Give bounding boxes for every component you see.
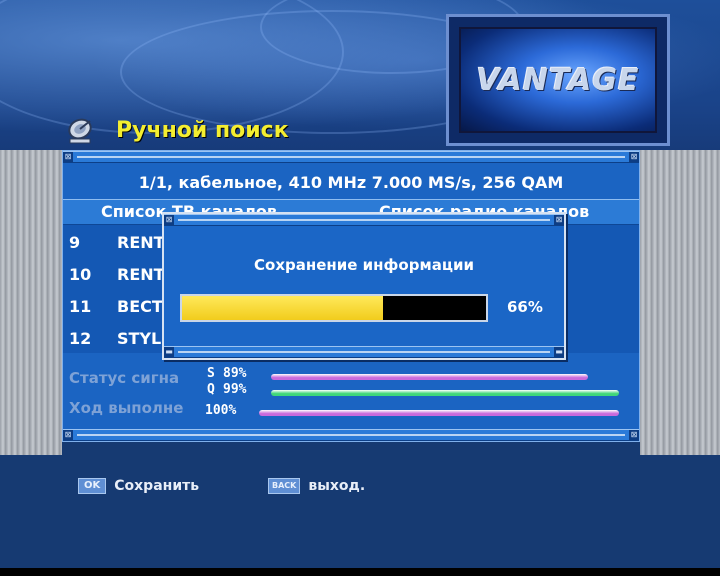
panel-top-scrollbar[interactable]: ⊠ ⊠ [63,151,639,163]
channel-number: 11 [69,297,92,316]
left-side-decor [0,150,62,455]
saving-dialog: ⊠ ⊠ Сохранение информации 66% ▬ ▬ [162,212,566,360]
signal-s-bar [271,374,588,380]
panel-bottom-scrollbar[interactable]: ⊠ ⊠ [63,429,639,441]
save-hint[interactable]: OK Сохранить [78,478,199,494]
brand-logo: VANTAGE [476,62,640,98]
channel-number: 10 [69,265,92,284]
progress-label: Ход выполне [69,399,184,417]
page-header: Ручной поиск [64,112,289,148]
save-progress-percent: 66% [507,298,543,316]
channel-number: 9 [69,233,81,252]
save-progress-fill [182,296,383,320]
signal-status: Статус сигна S 89% Q 99% Ход выполне 100… [63,363,639,433]
signal-status-label: Статус сигна [69,369,180,387]
transponder-info: 1/1, кабельное, 410 MHz 7.000 MS/s, 256 … [138,173,564,192]
signal-s-label: S [207,366,215,381]
page-title: Ручной поиск [116,117,289,143]
signal-q-bar [271,390,619,396]
signal-s-value: 89% [223,366,247,381]
channel-name: ВЕСТ [117,297,163,316]
dialog-title: Сохранение информации [254,256,474,274]
channel-name: RENT [117,233,165,252]
right-side-decor [640,150,720,455]
signal-q-label: Q [207,382,215,397]
back-key-icon: BACK [268,478,301,494]
dialog-top-scrollbar[interactable]: ⊠ ⊠ [164,214,564,226]
channel-name: STYL [117,329,162,348]
ok-key-icon: OK [78,478,107,494]
exit-hint-label: выход. [308,478,366,494]
dialog-bottom-scrollbar[interactable]: ▬ ▬ [164,346,564,358]
signal-q-value: 99% [223,382,247,397]
progress-value: 100% [205,403,237,418]
channel-name: RENT [117,265,165,284]
satellite-dish-icon [64,115,98,145]
footer-band [0,455,720,576]
search-progress-bar [259,410,619,416]
channel-number: 12 [69,329,92,348]
save-hint-label: Сохранить [114,478,200,494]
brand-logo-frame: VANTAGE [446,14,670,146]
exit-hint[interactable]: BACK выход. [268,478,365,494]
save-progress-track [180,294,488,322]
